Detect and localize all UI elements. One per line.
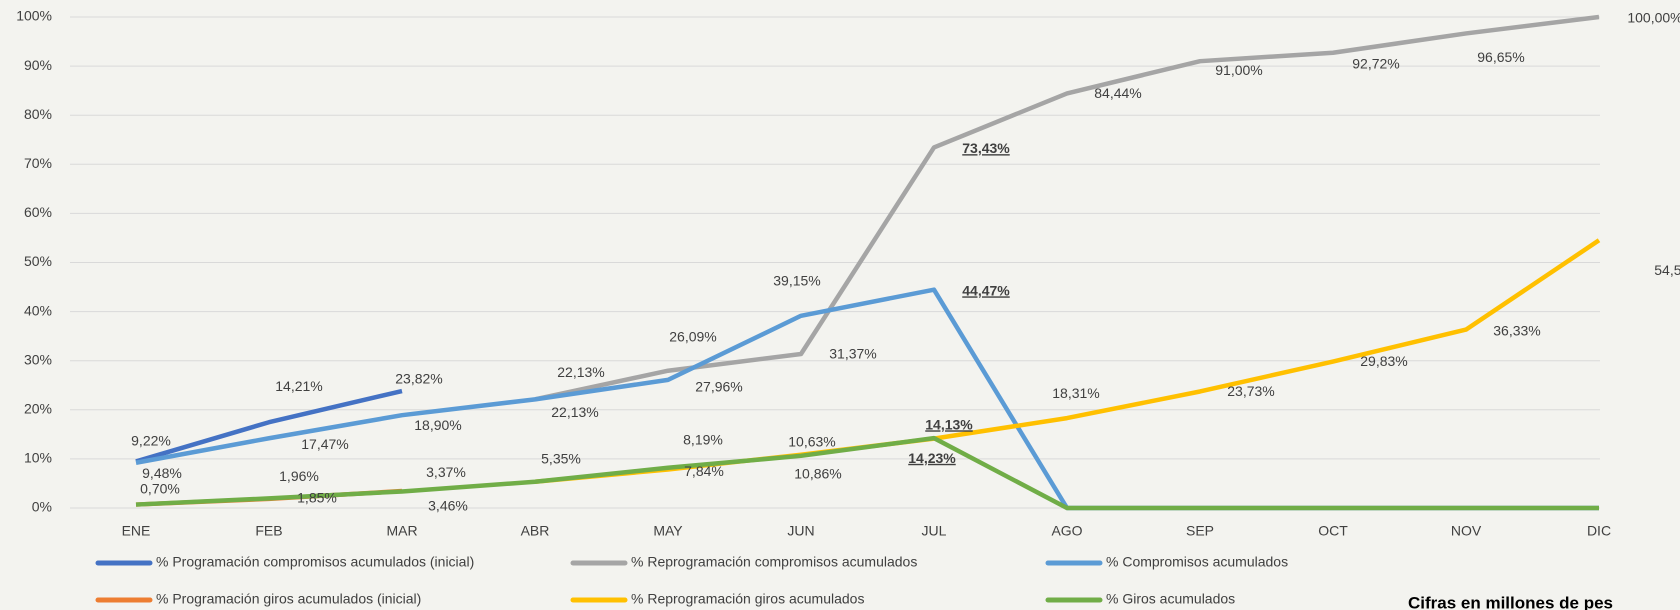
data-label: 9,22% — [131, 432, 171, 448]
data-label: 9,48% — [142, 465, 182, 481]
legend-label: % Reprogramación giros acumulados — [631, 591, 864, 607]
legend-label: % Programación compromisos acumulados (i… — [156, 554, 474, 570]
data-label: 14,21% — [275, 378, 322, 394]
x-tick-label: JUL — [922, 523, 947, 539]
x-tick-label: MAY — [653, 523, 683, 539]
series-line — [135, 435, 1599, 511]
legend-label: % Programación giros acumulados (inicial… — [156, 591, 421, 607]
legend-label: % Compromisos acumulados — [1106, 554, 1288, 570]
y-tick-label: 100% — [16, 8, 52, 24]
data-label: 84,44% — [1094, 85, 1141, 101]
y-tick-label: 30% — [24, 351, 52, 367]
data-label: 92,72% — [1352, 55, 1399, 71]
data-label: 26,09% — [669, 329, 716, 345]
y-tick-label: 10% — [24, 450, 52, 466]
data-label: 18,90% — [414, 417, 461, 433]
data-label: 10,63% — [788, 434, 835, 450]
y-tick-label: 70% — [24, 155, 52, 171]
x-tick-label: OCT — [1318, 523, 1348, 539]
data-label: 18,31% — [1052, 385, 1099, 401]
data-label: 22,13% — [551, 404, 598, 420]
data-label: 8,19% — [683, 431, 723, 447]
data-label: 14,23% — [908, 450, 956, 466]
data-label: 73,43% — [962, 140, 1010, 156]
data-label: 3,46% — [428, 498, 468, 514]
data-label: 100,00% — [1627, 10, 1680, 26]
y-tick-label: 60% — [24, 204, 52, 220]
data-label: 14,13% — [925, 416, 973, 432]
data-label: 22,13% — [557, 364, 604, 380]
y-tick-label: 40% — [24, 302, 52, 318]
data-label: 31,37% — [829, 346, 876, 362]
y-tick-label: 80% — [24, 106, 52, 122]
series-line — [534, 14, 1600, 402]
data-label: 1,96% — [279, 468, 319, 484]
data-label: 23,82% — [395, 371, 442, 387]
data-label: 36,33% — [1493, 322, 1540, 338]
data-label: 39,15% — [773, 272, 820, 288]
x-tick-label: JUN — [787, 523, 814, 539]
data-label: 3,37% — [426, 464, 466, 480]
data-label: 23,73% — [1227, 383, 1274, 399]
legend-label: % Giros acumulados — [1106, 591, 1235, 607]
legend-label: % Reprogramación compromisos acumulados — [631, 554, 917, 570]
x-tick-label: ENE — [122, 523, 151, 539]
x-tick-label: FEB — [255, 523, 282, 539]
y-tick-label: 50% — [24, 253, 52, 269]
y-tick-label: 90% — [24, 57, 52, 73]
data-label: 96,65% — [1477, 49, 1524, 65]
data-label: 29,83% — [1360, 353, 1407, 369]
data-label: 7,84% — [684, 463, 724, 479]
data-label: 54,53% — [1654, 262, 1680, 278]
x-tick-label: AGO — [1051, 523, 1082, 539]
data-label: 10,86% — [794, 465, 841, 481]
y-tick-label: 20% — [24, 401, 52, 417]
x-tick-label: SEP — [1186, 523, 1214, 539]
data-label: 1,85% — [297, 490, 337, 506]
x-tick-label: ABR — [521, 523, 550, 539]
data-label: 17,47% — [301, 436, 348, 452]
note: Cifras en millones de pes — [1408, 593, 1613, 610]
data-label: 0,70% — [140, 480, 180, 496]
series-line — [135, 388, 403, 464]
x-tick-label: DIC — [1587, 523, 1611, 539]
data-label: 91,00% — [1215, 62, 1262, 78]
y-tick-label: 0% — [32, 499, 52, 515]
data-label: 5,35% — [541, 450, 581, 466]
data-label: 27,96% — [695, 378, 742, 394]
data-label: 44,47% — [962, 282, 1010, 298]
x-tick-label: NOV — [1451, 523, 1482, 539]
x-tick-label: MAR — [386, 523, 417, 539]
